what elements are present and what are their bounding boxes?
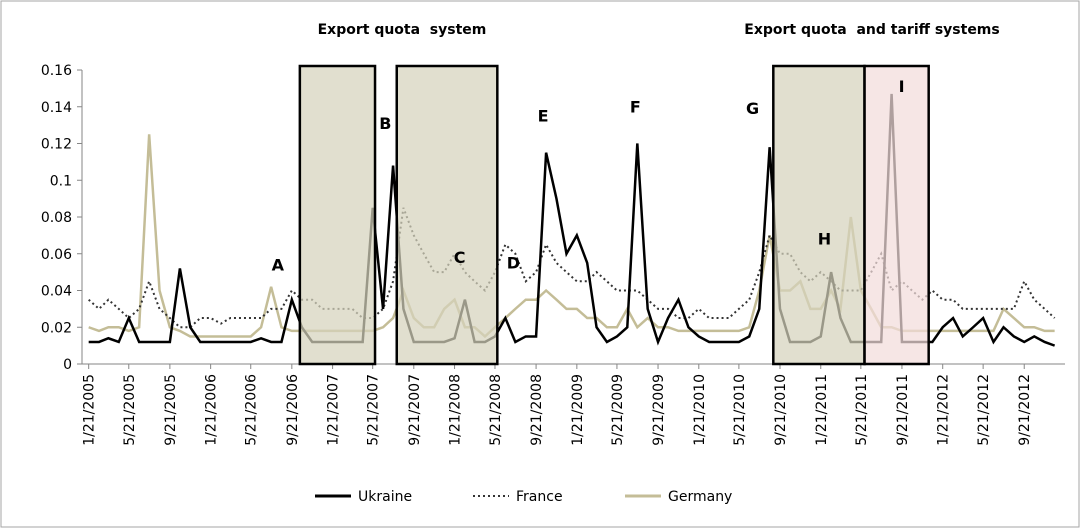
y-tick-label: 0.16: [41, 63, 72, 79]
x-tick-label: 5/21/2006: [244, 374, 260, 446]
legend-label: Germany: [668, 489, 732, 505]
x-tick-label: 1/21/2012: [936, 374, 952, 446]
annotation: A: [272, 255, 285, 274]
x-tick-label: 1/21/2005: [82, 374, 98, 446]
x-tick-label: 5/21/2011: [854, 374, 870, 446]
x-tick-label: 9/21/2006: [285, 374, 301, 446]
x-tick-label: 5/21/2012: [976, 374, 992, 446]
legend-label: Ukraine: [358, 489, 412, 505]
annotation: H: [818, 230, 831, 249]
y-tick-label: 0.06: [41, 247, 72, 263]
x-tick-label: 1/21/2006: [204, 374, 220, 446]
x-tick-label: 5/21/2010: [732, 374, 748, 446]
period-box: [863, 64, 930, 366]
x-tick-label: 1/21/2010: [692, 374, 708, 446]
x-tick-label: 1/21/2007: [326, 374, 342, 446]
x-tick-label: 5/21/2005: [122, 374, 138, 446]
x-tick-label: 5/21/2008: [488, 374, 504, 446]
x-tick-label: 9/21/2012: [1017, 374, 1033, 446]
x-tick-label: 9/21/2007: [407, 374, 423, 446]
x-tick-label: 9/21/2009: [651, 374, 667, 446]
y-tick-label: 0.08: [41, 210, 72, 226]
annotation: D: [507, 253, 520, 272]
heading: Export quota system: [318, 22, 487, 38]
x-tick-label: 1/21/2008: [448, 374, 464, 446]
y-tick-label: 0.12: [41, 137, 72, 153]
x-tick-label: 5/21/2009: [610, 374, 626, 446]
annotation: E: [538, 106, 549, 125]
heading: Export quota and tariff systems: [744, 22, 999, 38]
annotation: I: [899, 77, 905, 96]
annotation: B: [379, 114, 391, 133]
period-box: [395, 64, 499, 366]
y-tick-label: 0.14: [41, 100, 72, 116]
annotation: G: [746, 99, 759, 118]
y-tick-label: 0.1: [50, 173, 72, 189]
legend-label: France: [516, 489, 563, 505]
x-tick-label: 1/21/2009: [570, 374, 586, 446]
y-tick-label: 0: [63, 357, 72, 373]
x-tick-label: 5/21/2007: [366, 374, 382, 446]
annotation: C: [454, 248, 466, 267]
annotation: F: [630, 97, 641, 116]
x-tick-label: 9/21/2011: [895, 374, 911, 446]
x-tick-label: 9/21/2010: [773, 374, 789, 446]
x-tick-label: 9/21/2005: [163, 374, 179, 446]
x-tick-label: 1/21/2011: [814, 374, 830, 446]
period-box: [298, 64, 377, 366]
y-tick-label: 0.02: [41, 320, 72, 336]
x-tick-label: 9/21/2008: [529, 374, 545, 446]
period-box: [772, 64, 866, 366]
y-tick-label: 0.04: [41, 284, 72, 300]
